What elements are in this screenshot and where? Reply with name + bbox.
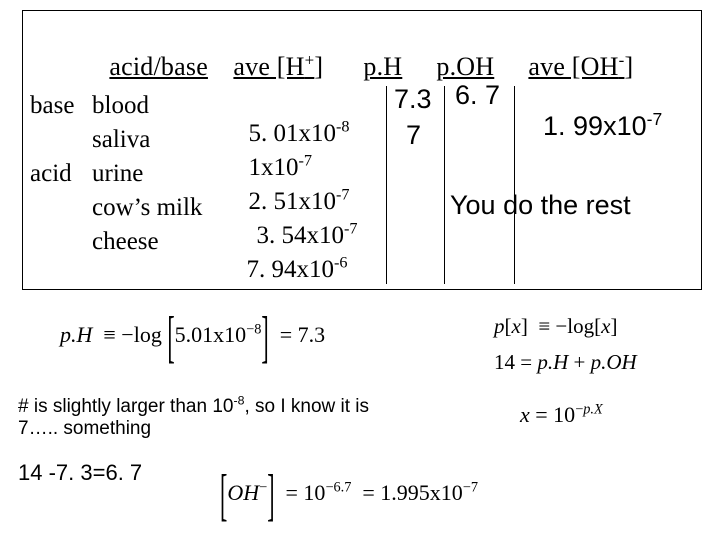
row-ph: 7.3 — [394, 84, 432, 115]
eq-x-10: x = 10−p.X — [520, 402, 603, 428]
row-poh: 6. 7 — [455, 80, 500, 111]
header-ph: p.H — [350, 22, 402, 82]
eq-oh: [OH−] = 10−6.7 = 1.995x10−7 — [220, 480, 478, 509]
overlay-text: You do the rest — [450, 190, 631, 221]
row-name: cheese — [92, 228, 159, 256]
vline-1 — [386, 86, 387, 284]
eq-ph-def: p.H ≡ −log [5.01x10−8] = 7.3 — [60, 322, 325, 351]
note-calc: 14 -7. 3=6. 7 — [18, 460, 142, 486]
header-ave-oh: ave [OH-] — [515, 22, 633, 82]
eq-px-def: p[x] ≡ −log[x] — [494, 314, 617, 339]
row-name: cow’s milk — [92, 194, 202, 222]
vline-2 — [444, 86, 445, 284]
row-oh: 1. 99x10-7 — [528, 80, 662, 142]
header-acid-base: acid/base — [96, 22, 208, 82]
eq-14: 14 = p.H + p.OH — [494, 350, 637, 375]
row-name: blood — [92, 92, 149, 120]
row-tag: acid — [30, 160, 72, 188]
header-ave-h: ave [H+] — [220, 22, 323, 82]
row-name: urine — [92, 160, 143, 188]
row-tag: base — [30, 92, 74, 120]
note-line-1: # is slightly larger than 10-8, so I kno… — [18, 396, 369, 418]
row-ph: 7 — [406, 120, 421, 151]
vline-3 — [514, 86, 515, 284]
row-h: 7. 94x10-6 — [234, 228, 348, 284]
note-line-2: 7….. something — [18, 418, 151, 440]
header-poh: p.OH — [423, 22, 494, 82]
row-name: saliva — [92, 126, 150, 154]
